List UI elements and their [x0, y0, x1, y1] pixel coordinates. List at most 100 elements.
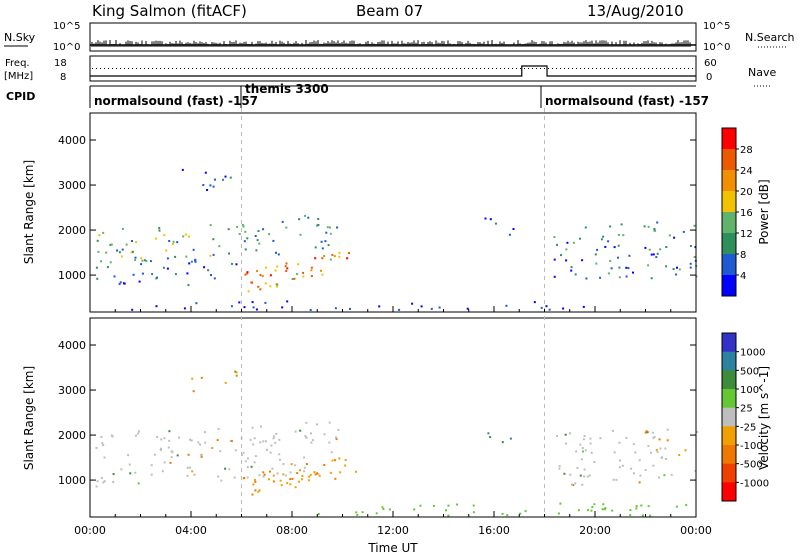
echo-cell [116, 249, 119, 252]
echo-cell [664, 447, 667, 450]
echo-cell [286, 300, 289, 303]
echo-cell [257, 285, 260, 288]
freq-point [544, 68, 545, 69]
echo-cell [632, 443, 635, 446]
echo-cell [252, 443, 255, 446]
echo-cell [200, 376, 203, 379]
echo-cell [375, 512, 378, 515]
freq-point [440, 68, 441, 69]
echo-cell [333, 255, 336, 258]
echo-cell [644, 246, 647, 249]
echo-cell [259, 274, 262, 277]
freq-point [412, 68, 413, 69]
echo-cell [299, 233, 302, 236]
freq-point [264, 68, 265, 69]
echo-cell [519, 512, 522, 515]
echo-cell [564, 433, 567, 436]
colorbar-swatch [722, 389, 736, 409]
freq-point [276, 68, 277, 69]
velocity-cells [95, 370, 698, 517]
echo-cell [321, 257, 324, 260]
power-plot-area [90, 113, 696, 312]
echo-cell [241, 224, 244, 226]
echo-cell [249, 438, 252, 441]
colorbar-swatch [722, 426, 736, 446]
echo-cell [611, 509, 614, 512]
echo-cell [181, 168, 184, 171]
echo-cell [230, 305, 233, 308]
echo-cell [278, 453, 281, 456]
echo-cell [120, 468, 123, 471]
echo-cell [583, 475, 586, 478]
echo-cell [331, 253, 334, 256]
echo-cell [200, 455, 203, 458]
freq-point [568, 68, 569, 69]
echo-cell [256, 239, 259, 242]
echo-cell [617, 256, 619, 259]
colorbar-swatch [722, 212, 736, 234]
echo-cell [171, 243, 174, 245]
freq-point [164, 68, 165, 69]
freq-point [228, 68, 229, 69]
echo-cell [193, 473, 196, 476]
echo-cell [156, 436, 159, 438]
freq-point [280, 68, 281, 69]
echo-cell [189, 466, 191, 469]
echo-cell [556, 243, 558, 246]
echo-cell [109, 243, 112, 246]
echo-cell [432, 504, 435, 507]
echo-cell [100, 436, 103, 438]
echo-cell [540, 306, 543, 309]
echo-cell [618, 441, 621, 444]
echo-cell [229, 176, 232, 179]
echo-cell [329, 226, 331, 229]
freq-point [344, 68, 345, 69]
echo-cell [243, 240, 246, 243]
freq-point [664, 68, 665, 69]
echo-cell [591, 506, 594, 509]
colorbar-swatch [722, 275, 736, 297]
echo-cell [285, 474, 288, 477]
echo-cell [254, 478, 256, 481]
colorbar-frame [721, 332, 737, 502]
y-tick-label: 4000 [58, 339, 86, 352]
echo-cell [103, 456, 106, 459]
freq-point [104, 68, 105, 69]
echo-cell [190, 260, 193, 263]
echo-cell [579, 474, 582, 477]
echo-cell [291, 278, 294, 280]
echo-cell [145, 260, 148, 263]
echo-cell [188, 262, 191, 265]
colorbar-tick-label: -100 [740, 441, 763, 452]
echo-cell [612, 478, 615, 481]
echo-cell [296, 273, 299, 275]
freq-point [108, 68, 109, 69]
freq-point [132, 68, 133, 69]
echo-cell [666, 428, 669, 431]
echo-cell [134, 259, 137, 262]
freq-point [304, 68, 305, 69]
freq-point [116, 68, 117, 69]
echo-cell [150, 464, 153, 467]
echo-cell [131, 240, 133, 242]
date-title: 13/Aug/2010 [587, 2, 684, 20]
echo-cell [348, 252, 350, 255]
echo-cell [533, 301, 536, 304]
freq-point [592, 68, 593, 69]
echo-cell [118, 251, 121, 254]
echo-cell [281, 220, 284, 223]
freq-point [512, 68, 513, 69]
freq-point [208, 68, 209, 69]
echo-cell [274, 269, 277, 272]
echo-cell [381, 506, 384, 509]
echo-cell [299, 469, 301, 472]
echo-cell [323, 255, 326, 257]
echo-cell [583, 468, 586, 471]
colorbar-tick-label: 4 [740, 271, 746, 282]
echo-cell [168, 439, 171, 442]
freq-point [368, 68, 369, 69]
freq-point [172, 68, 173, 69]
freq-point [588, 68, 589, 69]
freq-point [232, 68, 233, 69]
echo-cell [599, 437, 602, 440]
